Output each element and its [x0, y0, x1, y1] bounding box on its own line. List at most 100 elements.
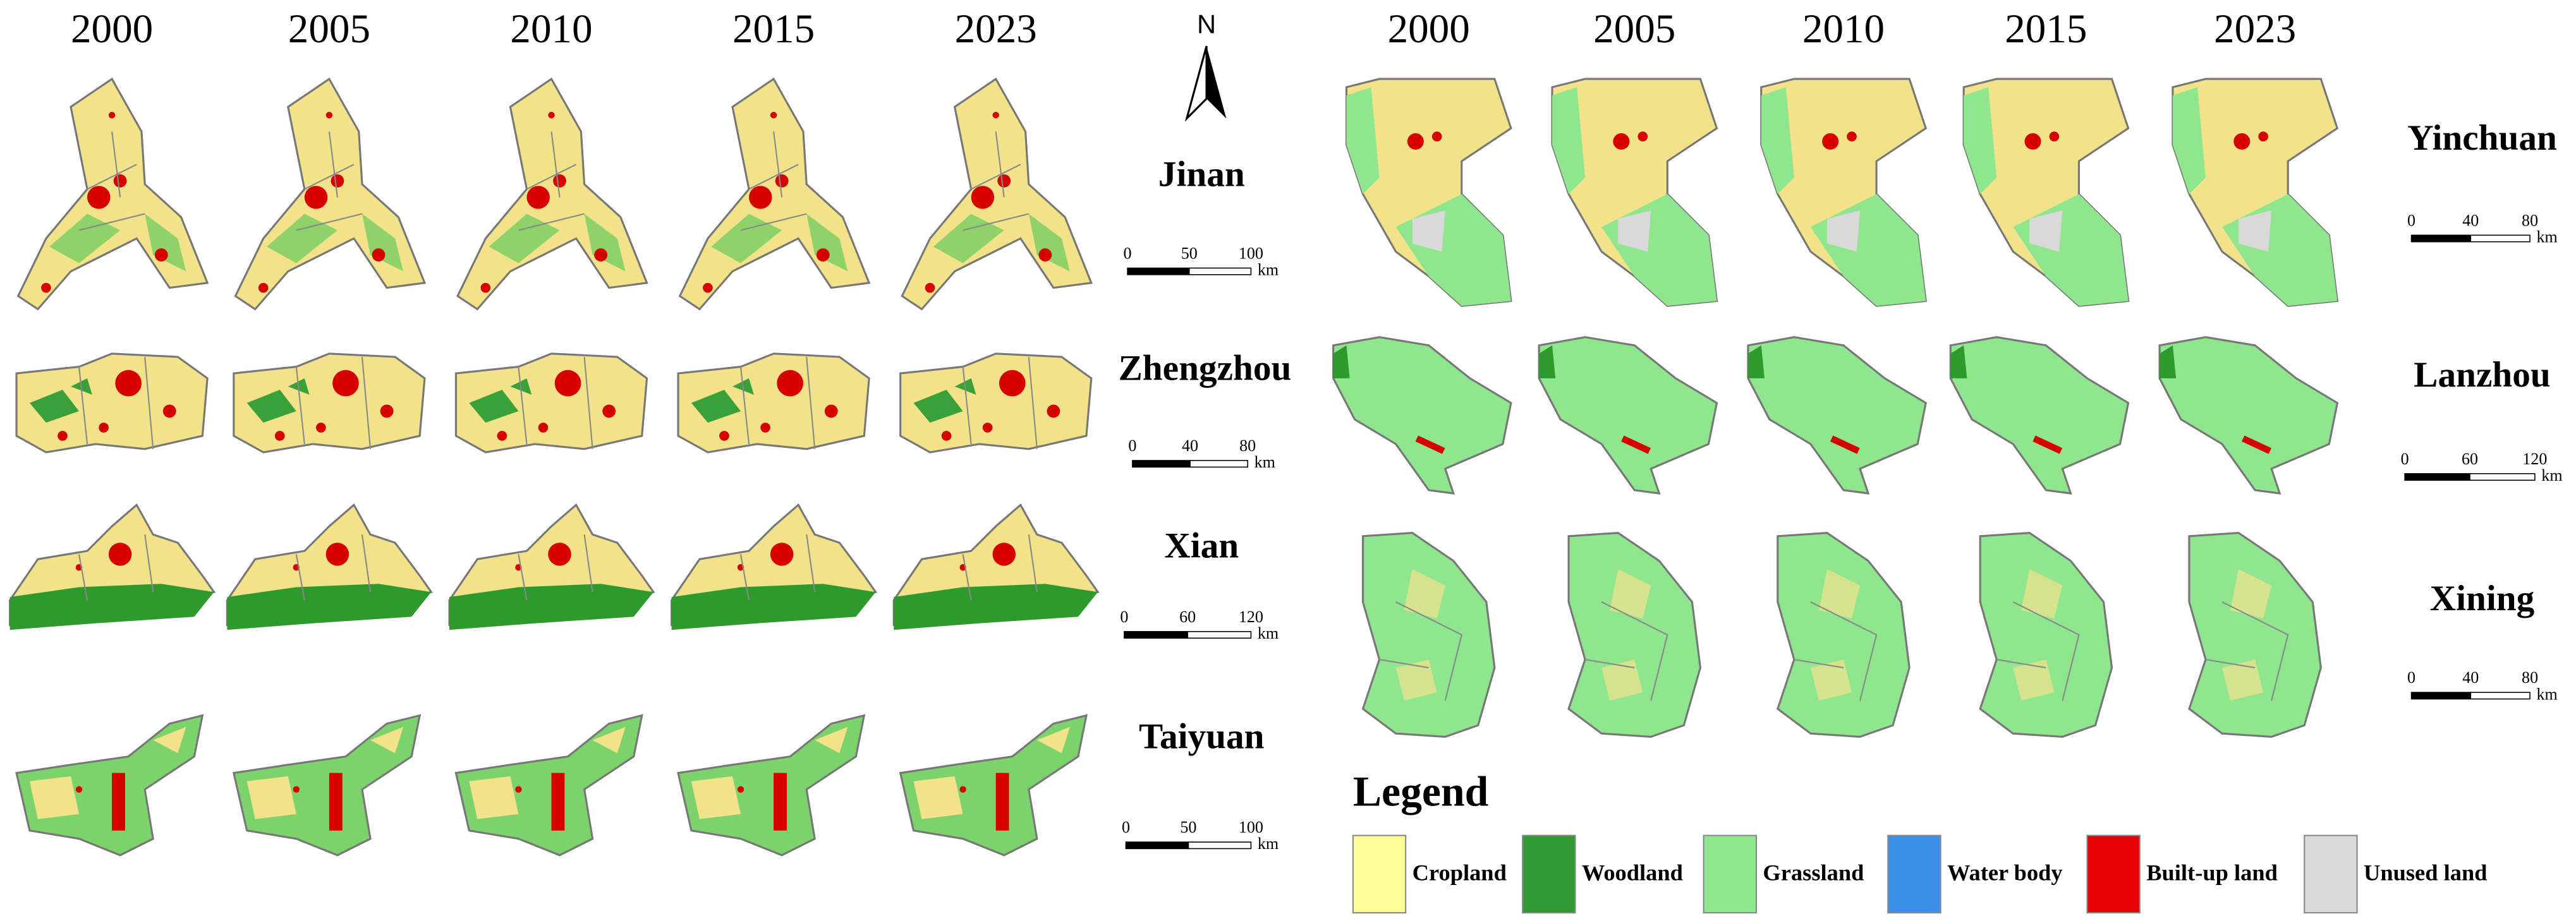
- scale-bar-black: [1125, 841, 1189, 850]
- year-header: 2010: [510, 6, 592, 52]
- scale-bar-black: [2410, 234, 2472, 243]
- scale-label: 40: [1182, 436, 1198, 455]
- legend-swatch: [1703, 834, 1758, 914]
- year-header: 2005: [1593, 6, 1675, 52]
- scale-label: 40: [2462, 668, 2479, 687]
- year-header: 2000: [1388, 6, 1470, 52]
- scale-bar-black: [1132, 460, 1191, 468]
- scale-label: 0: [1128, 436, 1136, 455]
- scale-bar-black: [1124, 630, 1188, 639]
- land-use-map: [456, 78, 648, 311]
- scale-label: 50: [1180, 818, 1196, 836]
- land-use-map: [1332, 336, 1512, 495]
- land-use-map: [899, 714, 1088, 857]
- land-use-map: [1567, 531, 1701, 738]
- year-header: 2000: [71, 6, 153, 52]
- legend-label: Grassland: [1763, 860, 1864, 885]
- scale-label: 0: [2407, 668, 2415, 687]
- city-name: Yinchuan: [2407, 118, 2557, 158]
- scale-label: 50: [1181, 244, 1198, 263]
- scale-unit: km: [2536, 227, 2557, 246]
- land-use-map: [677, 352, 870, 454]
- scale-label: 0: [2407, 211, 2415, 229]
- scale-bar-white: [1188, 267, 1252, 275]
- scale-label: 0: [1122, 818, 1130, 836]
- scale-bar-white: [2469, 473, 2536, 481]
- land-use-map: [1777, 531, 1911, 738]
- year-header: 2010: [1802, 6, 1885, 52]
- scale-bar-white: [2470, 692, 2530, 700]
- scale-unit: km: [2541, 466, 2562, 485]
- land-use-map: [899, 352, 1093, 454]
- legend-title: Legend: [1353, 768, 1488, 816]
- city-name: Xian: [1164, 526, 1239, 566]
- land-use-map: [671, 503, 877, 631]
- legend-swatch: [1887, 834, 1941, 914]
- scale-bar-white: [2470, 234, 2530, 243]
- land-use-map: [677, 714, 865, 857]
- scale-label: 100: [1239, 244, 1263, 263]
- legend-label: Woodland: [1582, 860, 1683, 885]
- land-use-map: [679, 78, 870, 311]
- legend-label: Built-up land: [2146, 860, 2278, 885]
- land-use-map: [454, 714, 643, 857]
- scale-label: 0: [1120, 608, 1128, 626]
- year-header: 2023: [2214, 6, 2296, 52]
- year-header: 2015: [2005, 6, 2087, 52]
- land-use-map: [15, 352, 209, 454]
- year-header: 2005: [288, 6, 370, 52]
- scale-bar-white: [1189, 460, 1248, 468]
- land-use-map: [15, 714, 204, 857]
- scale-label: 100: [1239, 818, 1263, 836]
- city-name: Xining: [2430, 579, 2535, 618]
- land-use-map: [1345, 78, 1512, 307]
- scale-label: 40: [2462, 211, 2479, 229]
- land-use-map: [1760, 78, 1927, 307]
- scale-label: 80: [2522, 211, 2538, 229]
- land-use-map: [1551, 78, 1718, 307]
- land-use-map: [2158, 336, 2338, 495]
- land-use-map: [892, 503, 1099, 631]
- land-use-map: [9, 503, 216, 631]
- land-use-map: [233, 352, 426, 454]
- land-use-map: [2172, 78, 2338, 307]
- land-use-map: [1949, 336, 2130, 495]
- scale-bar-white: [1187, 630, 1252, 639]
- scale-label: 80: [1239, 436, 1256, 455]
- scale-bar-black: [2404, 473, 2470, 481]
- scale-unit: km: [2536, 685, 2557, 703]
- scale-label: 60: [2462, 450, 2478, 468]
- scale-label: 0: [1124, 244, 1132, 263]
- legend-label: Water body: [1947, 860, 2063, 885]
- scale-label: 120: [2522, 450, 2547, 468]
- scale-label: 60: [1179, 608, 1196, 626]
- land-use-map: [901, 78, 1093, 311]
- city-name: Zhengzhou: [1119, 349, 1292, 388]
- land-use-map: [233, 714, 421, 857]
- legend-swatch: [2086, 834, 2141, 914]
- scale-bar-black: [2410, 692, 2472, 700]
- north-label: N: [1197, 9, 1216, 39]
- city-name: Jinan: [1158, 154, 1245, 194]
- scale-unit: km: [1258, 834, 1279, 853]
- scale-bar-white: [1188, 841, 1252, 850]
- scale-unit: km: [1258, 624, 1279, 642]
- scale-label: 120: [1239, 608, 1263, 626]
- land-use-map: [1979, 531, 2113, 738]
- scale-label: 0: [2401, 450, 2409, 468]
- year-header: 2015: [732, 6, 815, 52]
- legend-swatch: [1522, 834, 1576, 914]
- scale-label: 80: [2522, 668, 2538, 687]
- land-use-map: [1361, 531, 1496, 738]
- land-use-map: [1747, 336, 1927, 495]
- year-header: 2023: [955, 6, 1037, 52]
- legend-swatch: [1352, 834, 1407, 914]
- legend-label: Unused land: [2364, 860, 2487, 885]
